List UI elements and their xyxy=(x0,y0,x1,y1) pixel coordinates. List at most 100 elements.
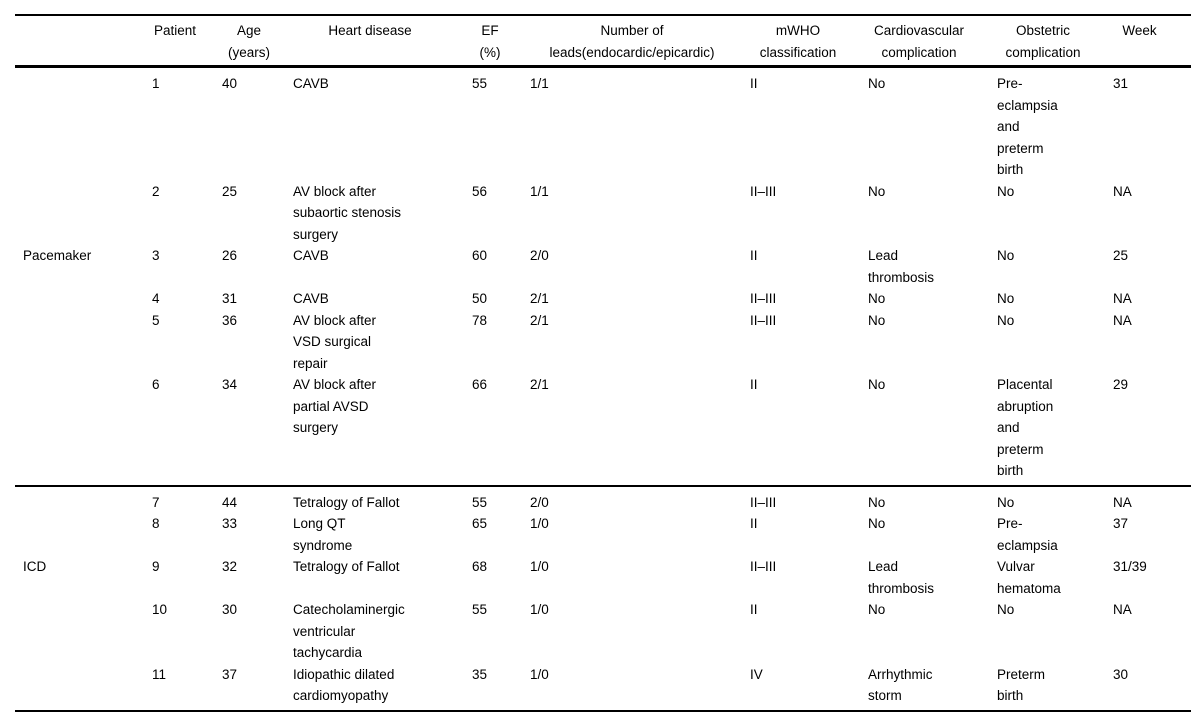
table-row-patient-8: 8 33 Long QT syndrome 65 1/0 II No Pre- eclamps… xyxy=(15,513,1191,556)
table-header-row: Patient Age (years) Heart disease EF (%)… xyxy=(15,15,1191,68)
table-row-patient-10: 10 30 Catecholaminergic ventricular tachyc… xyxy=(15,599,1191,664)
group-label-spacer xyxy=(15,513,140,556)
cell-mwho: II–III xyxy=(750,312,777,328)
cell-week: 31 xyxy=(1113,76,1129,91)
cell-mwho: II xyxy=(750,76,758,91)
table-row-patient-2: 2 25 AV block after subaortic stenosis sur… xyxy=(15,181,1191,246)
cell-ef: 60 xyxy=(472,248,488,263)
cell-ef: 65 xyxy=(472,516,488,531)
patient-device-table: Patient Age (years) Heart disease EF (%)… xyxy=(15,14,1191,712)
cell-cardio: No xyxy=(868,312,886,328)
cell-obstetric: Placental abruption and preterm birth xyxy=(997,377,1054,478)
cell-leads: 2/0 xyxy=(530,248,549,263)
header-age: Age (years) xyxy=(210,15,288,68)
header-cardiovascular-complication: Cardiovascular complication xyxy=(860,15,978,68)
cell-age: 33 xyxy=(222,516,238,531)
cell-ef: 78 xyxy=(472,312,488,328)
cell-ef: 55 xyxy=(472,494,488,510)
cell-age: 37 xyxy=(222,666,238,682)
cell-heart: CAVB xyxy=(293,76,329,91)
cell-week: NA xyxy=(1113,312,1132,328)
table-row-patient-5: 5 36 AV block after VSD surgical repair 78 2… xyxy=(15,310,1191,375)
group-label-spacer xyxy=(15,310,140,375)
cell-cardio: No xyxy=(868,76,886,91)
table-row-patient-6: 6 34 AV block after partial AVSD surgery 66… xyxy=(15,374,1191,486)
cell-week: NA xyxy=(1113,291,1132,306)
cell-heart: Catecholaminergic ventricular tachycardi… xyxy=(293,602,405,660)
cell-ef: 68 xyxy=(472,559,488,574)
cell-patient: 10 xyxy=(152,602,168,617)
cell-leads: 2/1 xyxy=(530,291,549,306)
cell-mwho: II–III xyxy=(750,291,777,306)
cell-cardio: No xyxy=(868,291,886,306)
cell-patient: 6 xyxy=(152,377,160,392)
device-group-label: ICD xyxy=(23,559,47,574)
cell-heart: Tetralogy of Fallot xyxy=(293,559,400,574)
cell-obstetric: No xyxy=(997,248,1015,263)
cell-patient: 2 xyxy=(152,183,160,199)
cell-leads: 1/1 xyxy=(530,76,549,91)
cell-cardio: Lead thrombosis xyxy=(868,248,935,285)
cell-week: 30 xyxy=(1113,666,1129,682)
cell-mwho: II xyxy=(750,602,758,617)
cell-leads: 1/0 xyxy=(530,559,549,574)
cell-leads: 2/0 xyxy=(530,494,549,510)
cell-week: 25 xyxy=(1113,248,1129,263)
cell-leads: 2/1 xyxy=(530,312,549,328)
cell-ef: 55 xyxy=(472,76,488,91)
cell-age: 36 xyxy=(222,312,238,328)
cell-mwho: II xyxy=(750,377,758,392)
cell-obstetric: No xyxy=(997,494,1015,510)
cell-week: NA xyxy=(1113,494,1132,510)
cell-heart: Long QT syndrome xyxy=(293,516,353,553)
header-obstetric-complication: Obstetric complication xyxy=(978,15,1108,68)
table-header: Patient Age (years) Heart disease EF (%)… xyxy=(15,15,1191,68)
cell-cardio: No xyxy=(868,602,886,617)
group-label-spacer xyxy=(15,599,140,664)
cell-age: 26 xyxy=(222,248,238,263)
cell-age: 30 xyxy=(222,602,238,617)
cell-ef: 56 xyxy=(472,183,488,199)
cell-patient: 1 xyxy=(152,76,160,91)
cell-heart: AV block after subaortic stenosis surger… xyxy=(293,183,402,242)
cell-obstetric: No xyxy=(997,602,1015,617)
table-row-patient-11: 11 37 Idiopathic dilated cardiomyopathy 35 1… xyxy=(15,664,1191,711)
cell-patient: 5 xyxy=(152,312,160,328)
cell-patient: 9 xyxy=(152,559,160,574)
header-number-of-leads: Number of leads(endocardic/epicardic) xyxy=(528,15,736,68)
cell-ef: 66 xyxy=(472,377,488,392)
header-mwho-classification: mWHO classification xyxy=(736,15,860,68)
table-row-patient-4: 4 31 CAVB 50 2/1 II–III No No NA xyxy=(15,288,1191,310)
cell-heart: Idiopathic dilated cardiomyopathy xyxy=(293,666,395,704)
cell-age: 32 xyxy=(222,559,238,574)
cell-age: 34 xyxy=(222,377,238,392)
cell-ef: 35 xyxy=(472,666,488,682)
cell-week: 31/39 xyxy=(1113,559,1147,574)
cell-patient: 3 xyxy=(152,248,160,263)
cell-cardio: No xyxy=(868,494,886,510)
cell-obstetric: Vulvar hematoma xyxy=(997,559,1061,596)
header-patient: Patient xyxy=(140,15,210,68)
cell-mwho: II xyxy=(750,516,758,531)
cell-heart: AV block after VSD surgical repair xyxy=(293,312,377,371)
cell-patient: 4 xyxy=(152,291,160,306)
group-pacemaker: 1 40 CAVB 55 1/1 II No Pre- eclampsia and prete… xyxy=(15,67,1191,486)
cell-patient: 8 xyxy=(152,516,160,531)
cell-age: 44 xyxy=(222,494,238,510)
cell-heart: AV block after partial AVSD surgery xyxy=(293,377,377,435)
cell-ef: 50 xyxy=(472,291,488,306)
cell-patient: 7 xyxy=(152,494,160,510)
cell-leads: 2/1 xyxy=(530,377,549,392)
cell-week: 37 xyxy=(1113,516,1129,531)
cell-cardio: No xyxy=(868,516,886,531)
cell-week: NA xyxy=(1113,602,1132,617)
header-device-group xyxy=(15,15,140,68)
cell-obstetric: Pre- eclampsia and preterm birth xyxy=(997,76,1058,177)
cell-mwho: II–III xyxy=(750,559,777,574)
cell-obstetric: Preterm birth xyxy=(997,666,1046,704)
group-label-spacer xyxy=(15,374,140,486)
cell-age: 25 xyxy=(222,183,238,199)
cell-mwho: II xyxy=(750,248,758,263)
cell-leads: 1/1 xyxy=(530,183,549,199)
